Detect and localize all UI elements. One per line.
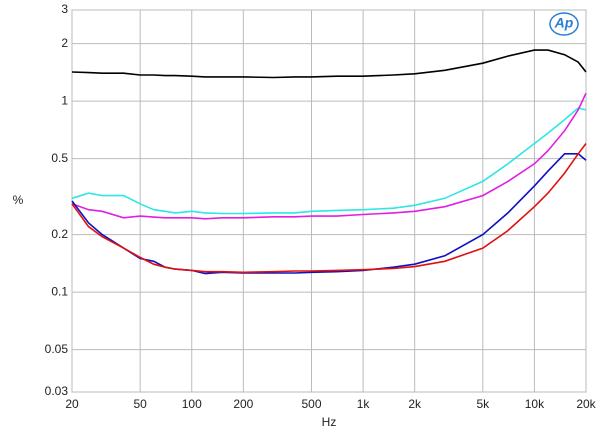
y-tick-label: 1 — [61, 93, 68, 107]
x-tick-label: 100 — [182, 397, 202, 411]
x-axis-label: Hz — [322, 415, 337, 429]
plot-area — [71, 9, 587, 393]
x-tick-label: 200 — [233, 397, 253, 411]
series-line — [71, 49, 587, 79]
y-tick-label: 2 — [61, 36, 68, 50]
y-tick-label: 3 — [61, 2, 68, 16]
y-tick-label: 0.03 — [45, 384, 69, 398]
y-tick-label: 0.1 — [51, 284, 68, 298]
series-line — [71, 92, 587, 220]
y-tick-label: 0.5 — [51, 151, 68, 165]
x-tick-label: 20 — [65, 397, 79, 411]
series-line — [71, 107, 587, 215]
logo: Ap — [554, 15, 574, 31]
y-tick-label: 0.05 — [45, 342, 69, 356]
x-tick-label: 50 — [134, 397, 148, 411]
x-tick-label: 10k — [525, 397, 545, 411]
y-axis-label: % — [13, 193, 24, 207]
logo-ring — [549, 12, 579, 36]
series-line — [71, 143, 587, 274]
x-tick-label: 20k — [576, 397, 596, 411]
x-tick-label: 1k — [357, 397, 371, 411]
x-tick-label: 500 — [301, 397, 321, 411]
x-tick-label: 5k — [477, 397, 491, 411]
x-tick-label: 2k — [408, 397, 422, 411]
y-tick-label: 0.2 — [51, 227, 68, 241]
